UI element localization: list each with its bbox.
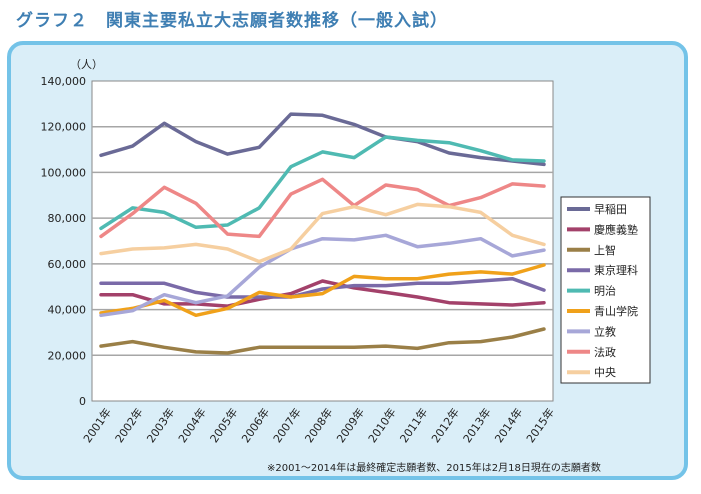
x-tick-label: 2011年 [397,405,431,445]
y-tick-label: 20,000 [48,349,87,362]
y-axis-ticks: 0 20,000 40,000 60,000 80,000 100,000 120,000 1… [41,75,87,408]
series-line-青山学院 [99,263,546,318]
legend-label: 東京理科 [594,263,638,277]
series-line-明治 [99,135,546,231]
legend-label: 立教 [594,324,616,338]
y-tick-label: 60,000 [48,258,87,271]
x-tick-label: 2001年 [80,405,114,445]
grid-lines [92,125,553,357]
legend-label: 早稲田 [594,203,627,216]
x-tick-label: 2015年 [523,405,557,445]
series-lines [99,112,546,355]
footnote: ※2001～2014年は最終確定志願者数、2015年は2月18日現在の志願者数 [267,463,601,474]
series-line-法政 [99,177,546,239]
legend-label: 中央 [594,366,616,379]
y-tick-label: 80,000 [48,212,87,225]
x-tick-label: 2007年 [270,405,304,445]
x-tick-label: 2010年 [365,405,399,445]
x-tick-label: 2012年 [428,405,462,445]
y-tick-label: 40,000 [48,304,87,317]
series-line-東京理科 [99,276,546,299]
y-tick-label: 120,000 [41,121,87,134]
series-line-早稲田 [99,112,546,167]
x-tick-label: 2006年 [238,405,272,445]
series-line-上智 [99,327,546,355]
x-tick-label: 2002年 [112,405,146,445]
x-tick-label: 2013年 [460,405,494,445]
figure-title: グラフ２ 関東主要私立大志願者数推移（一般入試） [16,11,448,31]
series-line-中央 [99,202,546,264]
legend-label: 上智 [594,243,616,257]
y-axis-label: （人） [70,58,103,71]
x-tick-label: 2014年 [492,405,526,445]
series-line-立教 [99,233,546,318]
y-tick-label: 0 [79,395,86,408]
x-tick-label: 2004年 [175,405,209,445]
y-tick-label: 100,000 [41,166,87,179]
x-tick-label: 2005年 [207,405,241,445]
x-tick-label: 2009年 [333,405,367,445]
x-tick-label: 2008年 [302,405,336,445]
y-tick-label: 140,000 [41,75,87,88]
legend-label: 明治 [594,284,616,298]
legend-label: 法政 [594,345,616,359]
x-tick-label: 2003年 [143,405,177,445]
legend-label: 慶應義塾 [594,222,638,236]
legend-label: 青山学院 [594,304,638,318]
x-axis-ticks: 2001年2002年2003年2004年2005年2006年2007年2008年… [80,405,557,445]
